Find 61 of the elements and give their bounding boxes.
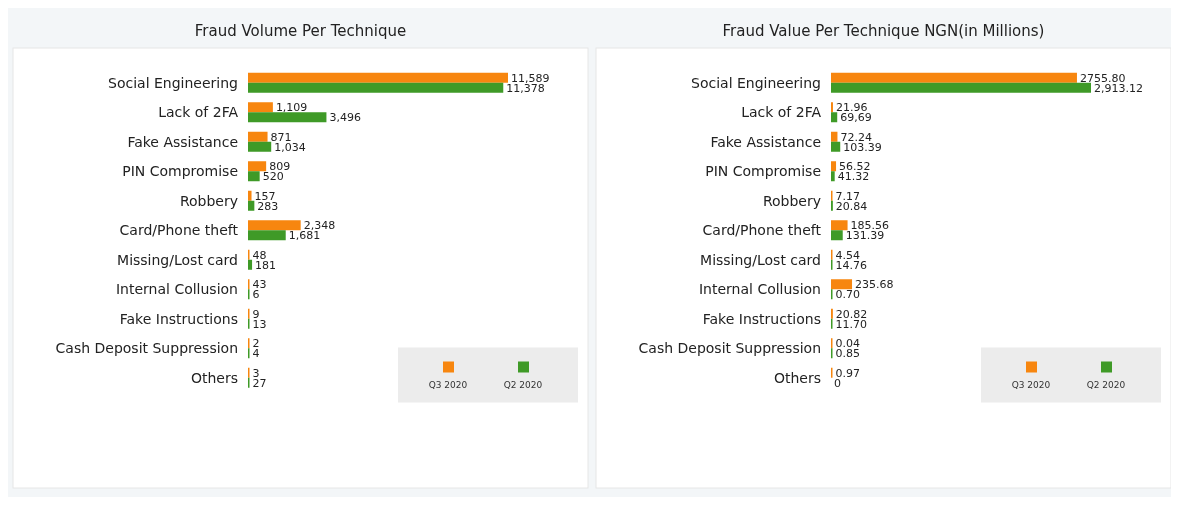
data-label: 131.39: [845, 229, 885, 243]
data-label: 0.85: [835, 347, 860, 361]
bar: [831, 171, 835, 182]
y-tick-label: Card/Phone theft: [702, 222, 822, 239]
bar: [248, 259, 253, 270]
bar: [248, 131, 268, 142]
legend-label: Q2 2020: [503, 379, 543, 390]
y-tick-label: PIN Compromise: [705, 163, 821, 180]
bar: [831, 161, 837, 172]
y-tick-label: Fake Instructions: [119, 310, 238, 327]
y-tick-label: PIN Compromise: [122, 163, 238, 180]
data-label: 6: [252, 288, 260, 302]
data-label: 3,496: [329, 111, 361, 125]
bar: [248, 200, 255, 211]
y-tick-label: Cash Deposit Suppression: [55, 340, 238, 357]
y-tick-label: Lack of 2FA: [158, 104, 239, 121]
chart-title: Fraud Value Per Technique NGN(in Millions): [722, 22, 1045, 40]
bar: [248, 82, 504, 93]
bar: [831, 220, 848, 231]
y-tick-label: Others: [773, 369, 821, 386]
data-label: 520: [262, 170, 284, 184]
bar: [831, 82, 1091, 93]
y-tick-label: Social Engineering: [108, 74, 238, 91]
y-tick-label: Internal Collusion: [115, 281, 238, 298]
y-tick-label: Fake Instructions: [702, 310, 821, 327]
bar: [831, 72, 1077, 83]
bar: [248, 220, 301, 231]
data-label: 4: [252, 347, 260, 361]
bar: [248, 171, 260, 182]
bar: [248, 72, 508, 83]
bar: [831, 141, 841, 152]
y-tick-label: Lack of 2FA: [741, 104, 822, 121]
data-label: 41.32: [837, 170, 870, 184]
bar: [248, 141, 272, 152]
bar: [831, 131, 838, 142]
bar: [831, 279, 853, 290]
y-tick-label: Card/Phone theft: [119, 222, 239, 239]
y-tick-label: Internal Collusion: [698, 281, 821, 298]
bar: [248, 230, 286, 241]
bar: [248, 112, 327, 123]
bar: [248, 102, 273, 113]
y-tick-label: Others: [190, 369, 238, 386]
y-tick-label: Missing/Lost card: [700, 251, 821, 268]
legend-label: Q3 2020: [1011, 379, 1051, 390]
y-tick-label: Cash Deposit Suppression: [638, 340, 821, 357]
y-tick-label: Robbery: [179, 192, 238, 209]
data-label: 69,69: [840, 111, 872, 125]
y-tick-label: Robbery: [762, 192, 821, 209]
bar: [248, 161, 267, 172]
y-tick-label: Fake Assistance: [127, 133, 238, 150]
y-tick-label: Social Engineering: [691, 74, 821, 91]
y-tick-label: Missing/Lost card: [117, 251, 238, 268]
legend-label: Q2 2020: [1086, 379, 1126, 390]
bar: [831, 230, 843, 241]
data-label: 0.70: [835, 288, 860, 302]
chart-title: Fraud Volume Per Technique: [194, 22, 407, 40]
data-label: 1,109: [275, 101, 308, 115]
legend-label: Q3 2020: [428, 379, 468, 390]
y-tick-label: Fake Assistance: [710, 133, 821, 150]
bar: [248, 190, 252, 201]
bar: [831, 112, 838, 123]
